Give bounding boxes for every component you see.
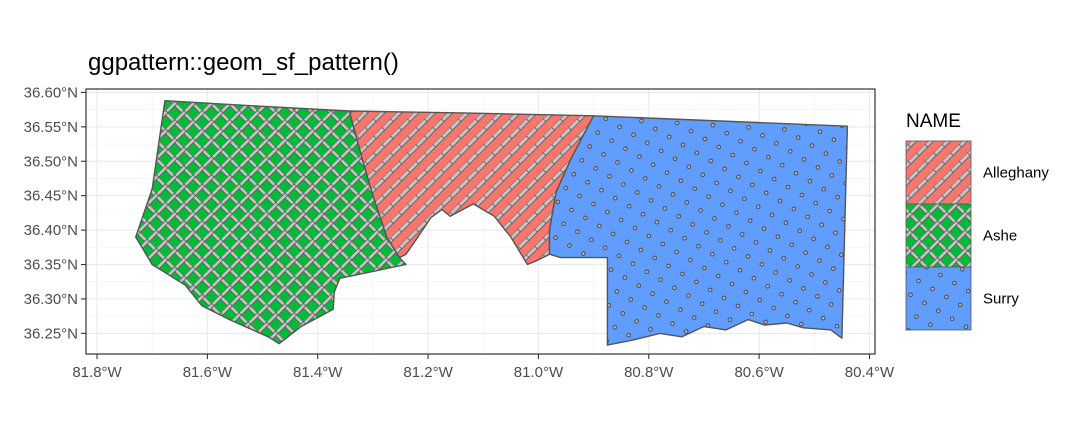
y-tick-label: 36.35°N (24, 257, 78, 274)
x-tick-label: 81.6°W (183, 364, 233, 381)
x-tick-label: 81.0°W (514, 364, 564, 381)
legend-label-ashe: Ashe (983, 228, 1017, 245)
y-tick-label: 36.55°N (24, 119, 78, 136)
region-surry (548, 115, 849, 346)
legend-key-ashe (905, 203, 972, 268)
y-tick-label: 36.45°N (24, 188, 78, 205)
legend-key-alleghany (905, 140, 972, 205)
y-tick-label: 36.25°N (24, 325, 78, 342)
y-tick-label: 36.60°N (24, 84, 78, 101)
x-axis: 81.8°W 81.6°W 81.4°W 81.2°W 81.0°W 80.8°W 80.6… (72, 354, 895, 381)
y-axis: 36.25°N 36.30°N 36.35°N 36.40°N 36.45°N 36.50… (24, 84, 86, 342)
x-tick-label: 80.4°W (845, 364, 895, 381)
legend-label-surry: Surry (983, 291, 1019, 308)
legend-key-surry (905, 266, 972, 331)
chart-title: ggpattern::geom_sf_pattern() (88, 49, 399, 76)
x-tick-label: 81.4°W (293, 364, 343, 381)
legend: NAME Alleghany Ashe Surry (905, 111, 1049, 331)
legend-title: NAME (906, 111, 961, 132)
plot-panel-border (85, 88, 876, 355)
regions (134, 99, 849, 346)
x-tick-label: 80.8°W (624, 364, 674, 381)
y-tick-label: 36.50°N (24, 153, 78, 170)
legend-label-alleghany: Alleghany (983, 165, 1049, 182)
y-tick-label: 36.40°N (24, 222, 78, 239)
y-tick-label: 36.30°N (24, 291, 78, 308)
x-tick-label: 80.6°W (734, 364, 784, 381)
region-ashe (134, 99, 407, 345)
x-tick-label: 81.8°W (72, 364, 122, 381)
x-tick-label: 81.2°W (403, 364, 453, 381)
